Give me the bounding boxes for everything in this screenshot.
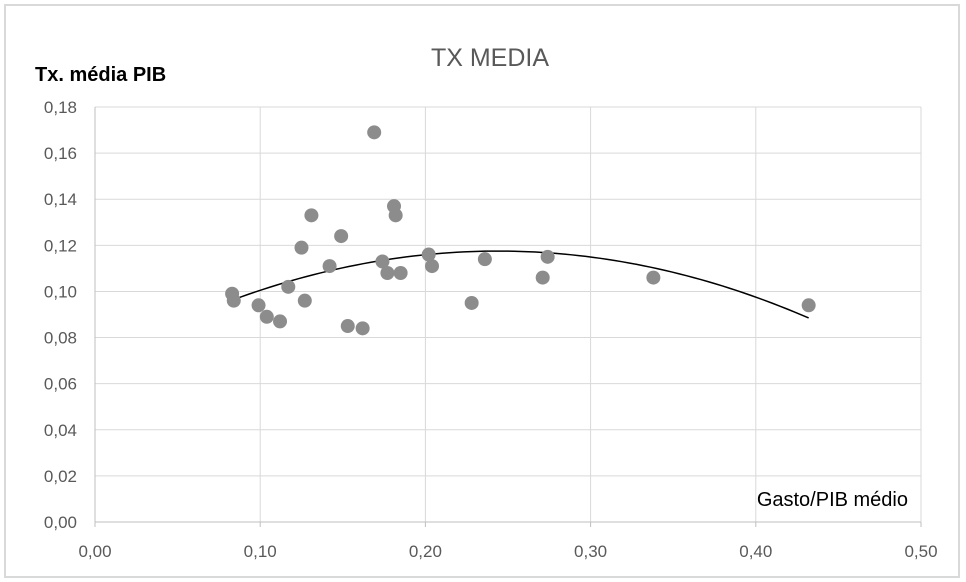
chart-title: TX MEDIA	[431, 44, 549, 72]
y-tick-labels: 0,00 0,02 0,04 0,06 0,08 0,10 0,12 0,14 0,16 0,18	[44, 98, 77, 532]
data-point	[421, 247, 436, 262]
axes	[94, 107, 922, 527]
x-tick-label: 0,30	[574, 542, 607, 561]
data-point	[340, 319, 355, 334]
y-tick-label: 0,00	[44, 513, 77, 532]
data-points	[225, 125, 816, 336]
data-point	[259, 309, 274, 324]
data-point	[393, 266, 408, 280]
data-point	[425, 259, 440, 274]
data-point	[540, 249, 555, 264]
y-tick-label: 0,08	[44, 329, 77, 348]
x-tick-label: 0,50	[904, 542, 937, 561]
data-point	[294, 240, 309, 255]
data-point	[226, 293, 241, 308]
y-tick-label: 0,12	[44, 236, 77, 255]
x-tick-label: 0,40	[739, 542, 772, 561]
data-point	[375, 254, 390, 269]
x-tick-label: 0,10	[244, 542, 277, 561]
data-point	[477, 252, 492, 267]
y-axis-label: Tx. média PIB	[35, 64, 166, 86]
data-point	[646, 270, 661, 285]
data-point	[281, 279, 296, 294]
data-point	[322, 259, 337, 274]
y-tick-label: 0,14	[44, 190, 77, 209]
y-tick-label: 0,18	[44, 98, 77, 117]
data-point	[380, 266, 395, 280]
data-point	[535, 270, 550, 285]
trendline	[233, 250, 809, 319]
data-point	[297, 293, 312, 308]
x-tick-labels: 0,00 0,10 0,20 0,30 0,40 0,50	[78, 542, 937, 561]
x-tick-label: 0,20	[409, 542, 442, 561]
y-tick-label: 0,16	[44, 144, 77, 163]
data-point	[801, 298, 816, 313]
x-tick-label: 0,00	[78, 542, 111, 561]
x-axis-label: Gasto/PIB médio	[757, 489, 908, 511]
y-tick-label: 0,06	[44, 375, 77, 394]
y-tick-label: 0,04	[44, 421, 77, 440]
data-point	[304, 208, 319, 223]
y-tick-label: 0,02	[44, 467, 77, 486]
trendline-layer	[233, 250, 809, 319]
y-tick-label: 0,10	[44, 282, 77, 301]
grid	[95, 106, 922, 522]
data-point	[355, 321, 370, 336]
data-point	[388, 208, 403, 223]
data-point	[464, 295, 479, 310]
data-point	[273, 314, 288, 329]
data-point	[367, 125, 382, 140]
data-point	[251, 298, 266, 313]
data-point	[334, 229, 349, 244]
